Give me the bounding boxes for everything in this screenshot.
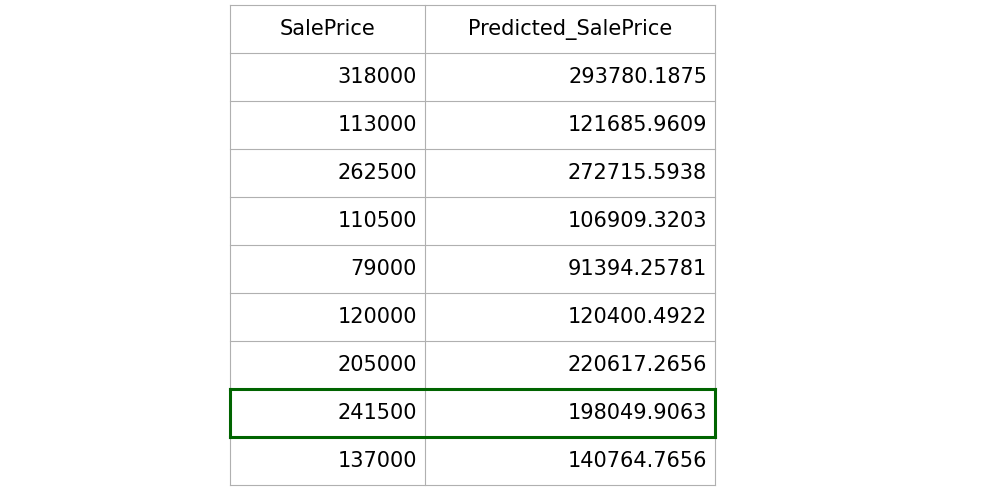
- Text: 120000: 120000: [338, 307, 417, 327]
- Text: SalePrice: SalePrice: [280, 19, 375, 39]
- Text: 79000: 79000: [351, 259, 417, 279]
- Text: Predicted_SalePrice: Predicted_SalePrice: [468, 18, 672, 40]
- Text: 110500: 110500: [338, 211, 417, 231]
- Text: 241500: 241500: [338, 403, 417, 423]
- Text: 140764.7656: 140764.7656: [568, 451, 707, 471]
- Text: 318000: 318000: [338, 67, 417, 87]
- Text: 262500: 262500: [337, 163, 417, 183]
- Text: 293780.1875: 293780.1875: [568, 67, 707, 87]
- Text: 106909.3203: 106909.3203: [568, 211, 707, 231]
- Text: 220617.2656: 220617.2656: [568, 355, 707, 375]
- Text: 272715.5938: 272715.5938: [568, 163, 707, 183]
- Text: 121685.9609: 121685.9609: [568, 115, 707, 135]
- Text: 113000: 113000: [338, 115, 417, 135]
- Text: 137000: 137000: [338, 451, 417, 471]
- Text: 198049.9063: 198049.9063: [568, 403, 707, 423]
- Text: 91394.25781: 91394.25781: [568, 259, 707, 279]
- Text: 120400.4922: 120400.4922: [568, 307, 707, 327]
- Text: 205000: 205000: [338, 355, 417, 375]
